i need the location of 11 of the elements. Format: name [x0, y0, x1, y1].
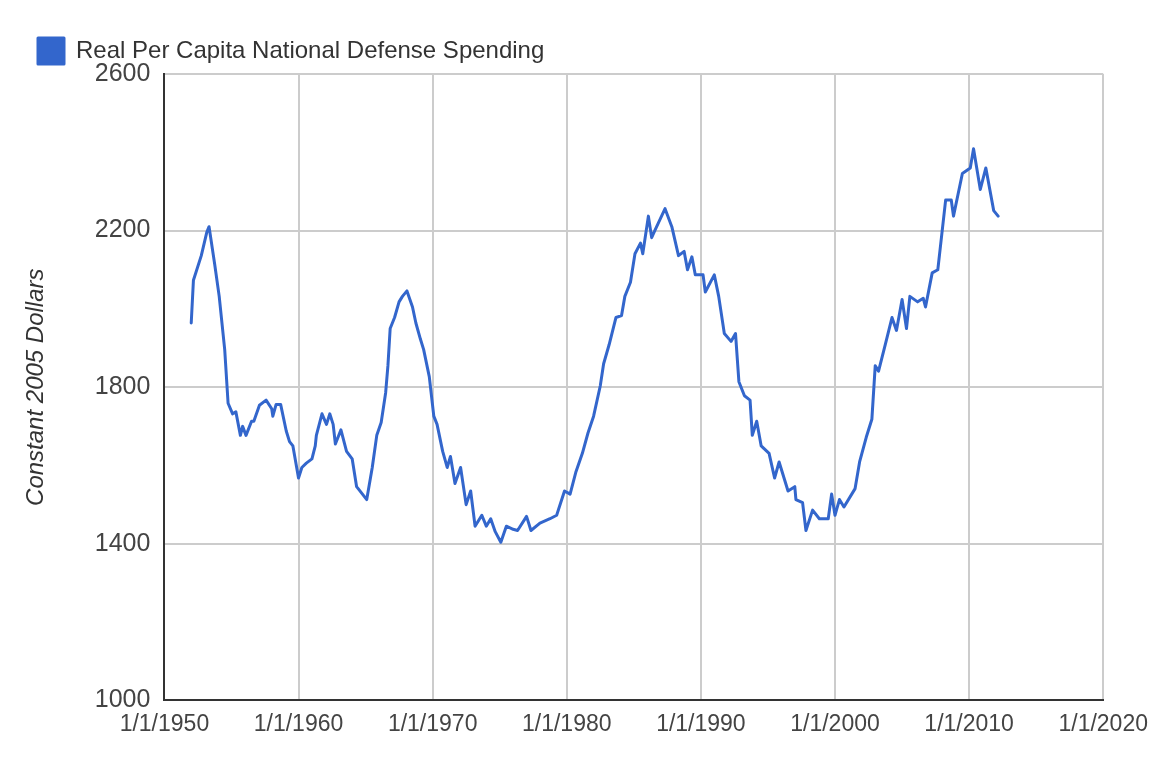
x-tick-label: 1/1/2020: [1058, 709, 1148, 736]
x-tick-label: 1/1/1990: [656, 709, 746, 736]
x-tick-label: 1/1/2010: [924, 709, 1014, 736]
y-tick-label: 1400: [94, 527, 151, 556]
y-tick-label: 2200: [94, 214, 151, 243]
x-tick-label: 1/1/1980: [521, 709, 612, 736]
x-tick-label: 1/1/1960: [253, 709, 344, 736]
x-tick-label: 1/1/2000: [790, 709, 880, 736]
y-axis-title: Constant 2005 Dollars: [21, 268, 49, 506]
y-tick-label: 1800: [94, 371, 151, 400]
x-tick-label: 1/1/1970: [387, 709, 478, 736]
